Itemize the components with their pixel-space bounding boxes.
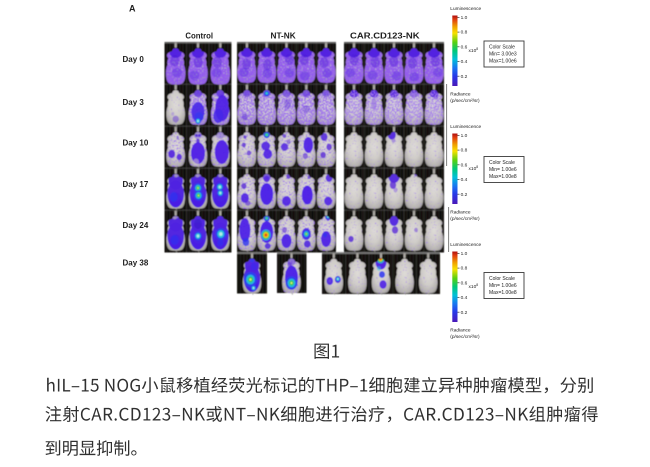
svg-text:Day 24: Day 24 — [123, 221, 149, 230]
svg-text:1.0: 1.0 — [461, 133, 468, 139]
svg-text:Luminescence: Luminescence — [450, 6, 481, 12]
svg-text:Radiance: Radiance — [450, 92, 471, 98]
svg-text:1.0: 1.0 — [461, 15, 468, 21]
svg-text:Color Scale: Color Scale — [489, 160, 515, 166]
svg-text:Day 0: Day 0 — [123, 55, 145, 64]
svg-text:x10: x10 — [469, 48, 477, 54]
svg-text:8: 8 — [476, 47, 478, 51]
svg-text:NT-NK: NT-NK — [271, 31, 297, 41]
svg-text:0.8: 0.8 — [461, 266, 468, 272]
svg-text:Luminescence: Luminescence — [450, 242, 481, 248]
svg-text:Day 17: Day 17 — [123, 180, 149, 189]
svg-text:0.2: 0.2 — [461, 192, 468, 198]
svg-text:(p/sec/cm²/sr): (p/sec/cm²/sr) — [450, 216, 480, 222]
svg-text:Color Scale: Color Scale — [489, 45, 515, 51]
svg-text:0.2: 0.2 — [461, 310, 468, 316]
svg-text:0.4: 0.4 — [461, 177, 468, 183]
svg-text:1.0: 1.0 — [461, 251, 468, 257]
svg-text:8: 8 — [476, 165, 478, 169]
svg-text:Min= 3.00e3: Min= 3.00e3 — [489, 52, 517, 58]
svg-text:x10: x10 — [469, 284, 477, 290]
svg-text:0.2: 0.2 — [461, 74, 468, 80]
svg-text:x10: x10 — [469, 166, 477, 172]
svg-text:0.4: 0.4 — [461, 59, 468, 65]
svg-text:0.8: 0.8 — [461, 30, 468, 36]
svg-text:Day 38: Day 38 — [123, 259, 149, 268]
svg-text:A: A — [129, 4, 136, 14]
svg-text:CAR.CD123-NK: CAR.CD123-NK — [350, 31, 420, 41]
svg-text:Control: Control — [185, 31, 213, 41]
svg-text:(p/sec/cm²/sr): (p/sec/cm²/sr) — [450, 334, 480, 340]
svg-text:0.6: 0.6 — [461, 280, 468, 286]
svg-text:Max=1.00e6: Max=1.00e6 — [489, 59, 517, 65]
svg-text:Radiance: Radiance — [450, 328, 471, 334]
svg-text:Min= 1.00e6: Min= 1.00e6 — [489, 283, 517, 289]
svg-text:8: 8 — [476, 283, 478, 287]
svg-text:Radiance: Radiance — [450, 210, 471, 216]
svg-text:Color Scale: Color Scale — [489, 276, 515, 282]
svg-text:0.6: 0.6 — [461, 162, 468, 168]
svg-text:0.4: 0.4 — [461, 295, 468, 301]
svg-text:Max=1.00e8: Max=1.00e8 — [489, 174, 517, 180]
svg-text:Luminescence: Luminescence — [450, 124, 481, 130]
svg-text:Day 10: Day 10 — [123, 139, 149, 148]
svg-text:0.6: 0.6 — [461, 44, 468, 50]
svg-text:Min= 1.00e6: Min= 1.00e6 — [489, 167, 517, 173]
svg-text:0.8: 0.8 — [461, 148, 468, 154]
svg-text:Day 3: Day 3 — [123, 98, 145, 107]
svg-text:Max=1.00e8: Max=1.00e8 — [489, 290, 517, 296]
svg-text:(p/sec/cm²/sr): (p/sec/cm²/sr) — [450, 98, 480, 104]
